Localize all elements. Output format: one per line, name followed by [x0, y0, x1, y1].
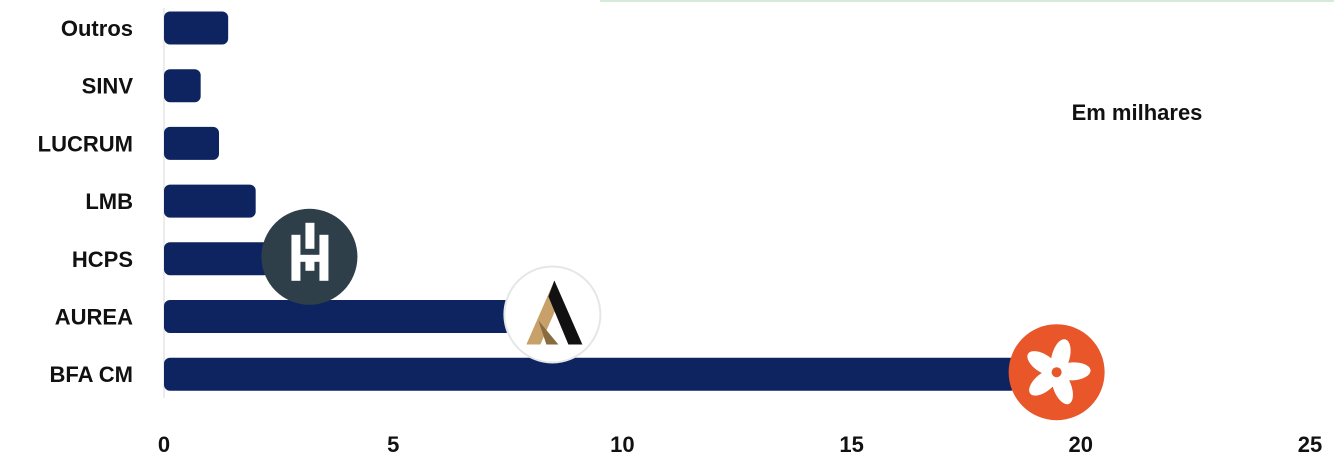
category-label-sinv: SINV — [82, 74, 134, 99]
hcps-logo-icon — [261, 208, 358, 305]
x-tick-label-0: 0 — [158, 432, 170, 455]
category-label-aurea: AUREA — [55, 305, 133, 330]
bar-bfa-cm — [164, 357, 1017, 391]
category-label-hcps: HCPS — [72, 247, 133, 272]
x-tick-label-15: 15 — [839, 432, 863, 455]
category-label-bfa-cm: BFA CM — [49, 362, 133, 387]
bar-aurea — [164, 300, 513, 333]
category-label-lucrum: LUCRUM — [38, 131, 133, 156]
bar-sinv — [164, 69, 201, 103]
x-tick-label-5: 5 — [387, 432, 399, 455]
x-tick-label-10: 10 — [610, 432, 634, 455]
category-label-lmb: LMB — [85, 189, 133, 214]
x-tick-label-25: 25 — [1298, 432, 1322, 455]
x-tick-label-20: 20 — [1069, 432, 1093, 455]
bar-lmb — [164, 184, 256, 218]
bar-outros — [164, 11, 229, 45]
category-label-outros: Outros — [61, 16, 133, 41]
aurea-logo-icon — [503, 265, 602, 364]
bar-lucrum — [164, 126, 220, 160]
top-accent-line — [600, 0, 1334, 2]
bfa-logo-icon — [1008, 324, 1105, 421]
units-note: Em milhares — [1072, 100, 1203, 125]
bar-hcps — [164, 242, 270, 276]
